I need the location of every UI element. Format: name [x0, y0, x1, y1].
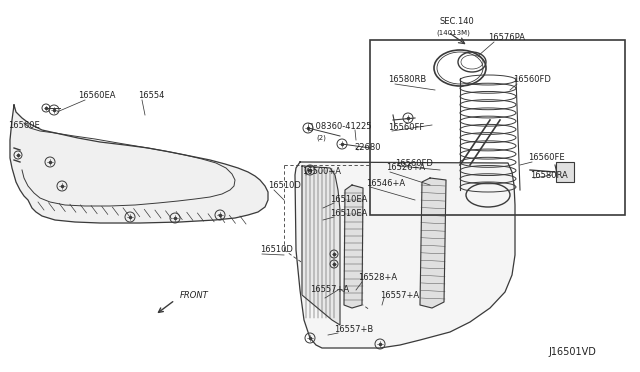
Text: 16528+A: 16528+A: [358, 273, 397, 282]
Polygon shape: [344, 185, 363, 308]
Text: Ⓢ 08360-41225: Ⓢ 08360-41225: [308, 122, 371, 131]
Text: 16576PA: 16576PA: [488, 33, 525, 42]
Polygon shape: [420, 178, 446, 308]
Text: J16501VD: J16501VD: [548, 347, 596, 357]
Text: 16546+A: 16546+A: [366, 179, 405, 187]
Polygon shape: [302, 166, 340, 325]
Text: FRONT: FRONT: [180, 292, 209, 301]
Text: (2): (2): [316, 135, 326, 141]
Text: 16510D: 16510D: [260, 246, 293, 254]
Bar: [556, 162, 574, 182]
Text: 22680: 22680: [354, 144, 381, 153]
Polygon shape: [295, 162, 515, 348]
Bar: [370, 40, 625, 215]
Text: 16526+A: 16526+A: [386, 164, 425, 173]
Text: 16500+A: 16500+A: [302, 167, 341, 176]
Text: 16510EA: 16510EA: [330, 209, 367, 218]
Text: (14013M): (14013M): [436, 30, 470, 36]
Text: SEC.140: SEC.140: [440, 17, 475, 26]
Polygon shape: [10, 105, 268, 223]
Text: 16557+A: 16557+A: [310, 285, 349, 295]
Text: 16554: 16554: [138, 92, 164, 100]
Text: 16580RA: 16580RA: [530, 170, 568, 180]
Text: 16510D: 16510D: [268, 180, 301, 189]
Text: 16560FD: 16560FD: [395, 158, 433, 167]
Text: 16510EA: 16510EA: [330, 196, 367, 205]
Text: 16560E: 16560E: [8, 121, 40, 129]
Text: 16560FD: 16560FD: [513, 76, 551, 84]
Text: 16580RB: 16580RB: [388, 76, 426, 84]
Text: 16557+B: 16557+B: [334, 326, 373, 334]
Text: 16560FF: 16560FF: [388, 124, 424, 132]
Text: 16557+A: 16557+A: [380, 291, 419, 299]
Text: 16560FE: 16560FE: [528, 154, 564, 163]
Text: 16560EA: 16560EA: [78, 92, 115, 100]
